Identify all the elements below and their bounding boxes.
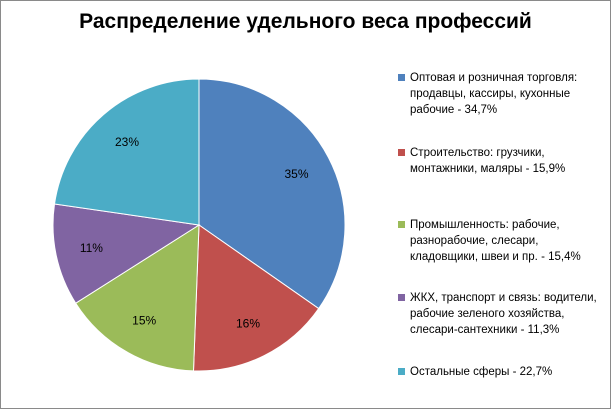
pie-slices (52, 78, 346, 372)
legend-label-construction: Строительство: грузчики, монтажники, мал… (410, 147, 566, 175)
chart-title: Распределение удельного веса профессий (79, 10, 532, 33)
legend-label-other: Остальные сферы - 22,7% (410, 366, 553, 378)
legend-label-trade: Оптовая и розничная торговля: продавцы, … (410, 72, 578, 116)
legend-label-industry: Промышленность: рабочие, разнорабочие, с… (410, 219, 581, 263)
legend-swatch-other (398, 368, 405, 375)
pie-slice-other (53, 78, 200, 226)
pie-label-utilities: 11% (80, 241, 103, 255)
legend-swatch-construction (398, 149, 405, 156)
legend-swatch-utilities (398, 294, 405, 301)
pie-labels: 35% 16% 15% 11% 23% (80, 135, 309, 331)
pie-slice-construction (192, 224, 320, 372)
pie-label-trade: 35% (284, 167, 308, 181)
pie-slice-industry (75, 224, 200, 372)
pie-slice-trade (198, 78, 346, 310)
legend-label-utilities: ЖКХ, транспорт и связь: водители, рабочи… (410, 292, 597, 336)
pie-slice-utilities (52, 203, 201, 304)
pie-label-industry: 15% (132, 313, 156, 327)
pie-label-construction: 16% (236, 317, 260, 331)
legend-swatch-industry (398, 221, 405, 228)
legend-swatch-trade (398, 74, 405, 81)
pie-label-other: 23% (115, 135, 139, 149)
